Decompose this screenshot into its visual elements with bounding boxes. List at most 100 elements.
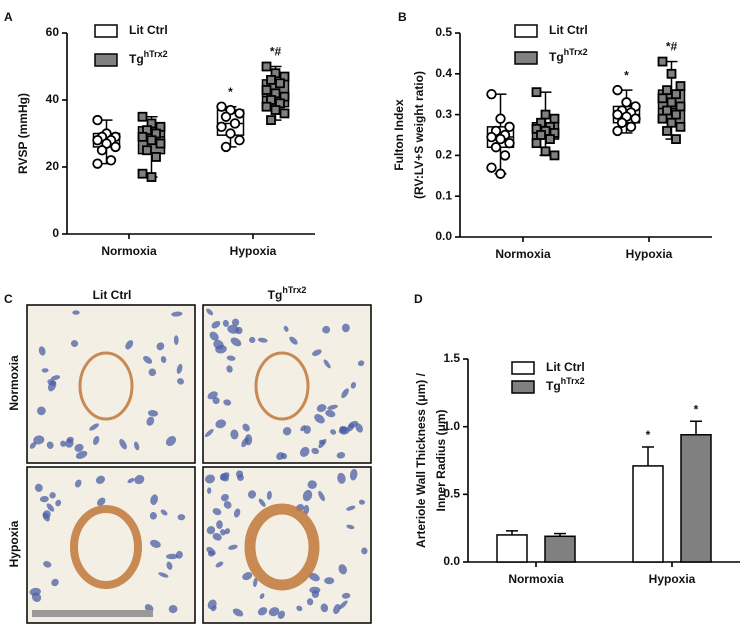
nucleus	[220, 473, 229, 482]
nucleus	[222, 319, 229, 327]
legend-swatch	[514, 51, 538, 65]
legend-label: Lit Ctrl	[546, 360, 585, 374]
panel-letter: C	[4, 292, 13, 306]
nucleus	[49, 492, 56, 499]
nucleus	[212, 508, 222, 516]
nucleus	[230, 429, 239, 440]
data-point	[625, 121, 637, 133]
y-tick-label: 60	[46, 25, 60, 39]
data-point	[675, 101, 686, 112]
nucleus	[302, 489, 313, 502]
nucleus	[74, 443, 84, 452]
significance: *	[228, 85, 233, 99]
nucleus	[211, 605, 217, 612]
nucleus	[149, 512, 157, 520]
nucleus	[166, 553, 178, 560]
data-point	[155, 138, 166, 149]
nucleus	[41, 368, 49, 373]
nucleus	[282, 426, 292, 436]
nucleus	[346, 524, 355, 530]
nucleus	[338, 564, 347, 575]
nucleus	[207, 391, 218, 400]
nucleus	[51, 578, 59, 587]
y-tick-label: 0.3	[435, 107, 452, 121]
data-point	[540, 109, 551, 120]
data-point	[137, 131, 148, 142]
nucleus	[257, 607, 268, 616]
data-point	[486, 162, 497, 173]
nucleus	[323, 359, 331, 369]
data-point	[662, 126, 672, 136]
nucleus	[314, 414, 325, 424]
nucleus	[33, 435, 45, 445]
data-point	[540, 146, 551, 157]
nucleus	[242, 572, 253, 581]
y-axis-label: (RV:LV+S weight ratio)	[412, 71, 426, 199]
nucleus	[60, 440, 67, 447]
y-tick-label: 0.4	[435, 66, 452, 80]
nucleus	[318, 490, 325, 502]
nucleus	[66, 436, 74, 443]
legend-label: Lit Ctrl	[549, 23, 588, 37]
superscript: hTrx2	[282, 285, 306, 295]
nucleus	[253, 577, 258, 588]
nucleus	[358, 499, 365, 505]
data-point	[275, 78, 285, 89]
y-tick-label: 1.5	[443, 351, 460, 365]
y-axis-label: Fulton Index	[392, 99, 406, 171]
data-point	[490, 142, 502, 153]
y-tick-label: 0.0	[443, 554, 460, 568]
data-point	[146, 135, 157, 146]
data-point	[92, 158, 103, 169]
nucleus	[177, 378, 184, 385]
panel-letter: D	[414, 292, 423, 306]
y-axis-label: RVSP (mmHg)	[16, 93, 30, 174]
legend-label: Lit Ctrl	[129, 23, 168, 37]
row-label: Hypoxia	[7, 520, 21, 567]
significance: *#	[666, 40, 678, 54]
x-tick-label: Hypoxia	[230, 244, 277, 258]
nucleus	[242, 423, 250, 432]
nucleus	[223, 501, 232, 509]
nucleus	[325, 409, 336, 418]
name: Lit Ctrl	[129, 23, 168, 37]
nucleus	[322, 325, 331, 334]
column-label: Lit Ctrl	[93, 288, 132, 302]
nucleus	[212, 396, 220, 405]
data-point	[229, 118, 241, 129]
nucleus	[147, 410, 159, 417]
legend-label: TghTrx2	[546, 376, 585, 393]
nucleus	[207, 487, 212, 494]
nucleus	[324, 577, 335, 585]
x-tick-label: Hypoxia	[649, 572, 696, 586]
nucleus	[330, 429, 337, 435]
nucleus	[299, 446, 310, 457]
nucleus	[37, 406, 46, 416]
data-point	[216, 101, 227, 112]
y-tick-label: 20	[46, 159, 60, 173]
vessel-wall	[254, 351, 310, 421]
nucleus	[341, 323, 350, 333]
data-point	[151, 152, 161, 162]
nucleus	[300, 425, 306, 432]
nucleus	[158, 572, 169, 578]
legend-swatch	[511, 361, 535, 375]
nucleus	[134, 474, 145, 485]
name: Tg	[546, 379, 561, 393]
nucleus	[89, 423, 99, 431]
nucleus	[289, 336, 298, 345]
nucleus	[171, 311, 183, 317]
nucleus	[357, 360, 365, 367]
superscript: hTrx2	[561, 376, 585, 386]
nucleus	[125, 340, 134, 350]
nucleus	[223, 399, 232, 406]
y-axis-label: Arteriole Wall Thickness (μm) /	[414, 372, 428, 548]
nucleus	[306, 598, 314, 606]
data-point	[531, 87, 542, 98]
nucleus	[355, 423, 363, 433]
data-point	[270, 105, 281, 115]
nucleus	[39, 495, 49, 503]
micrograph	[26, 466, 196, 624]
nucleus	[97, 497, 106, 506]
data-point	[657, 93, 668, 104]
